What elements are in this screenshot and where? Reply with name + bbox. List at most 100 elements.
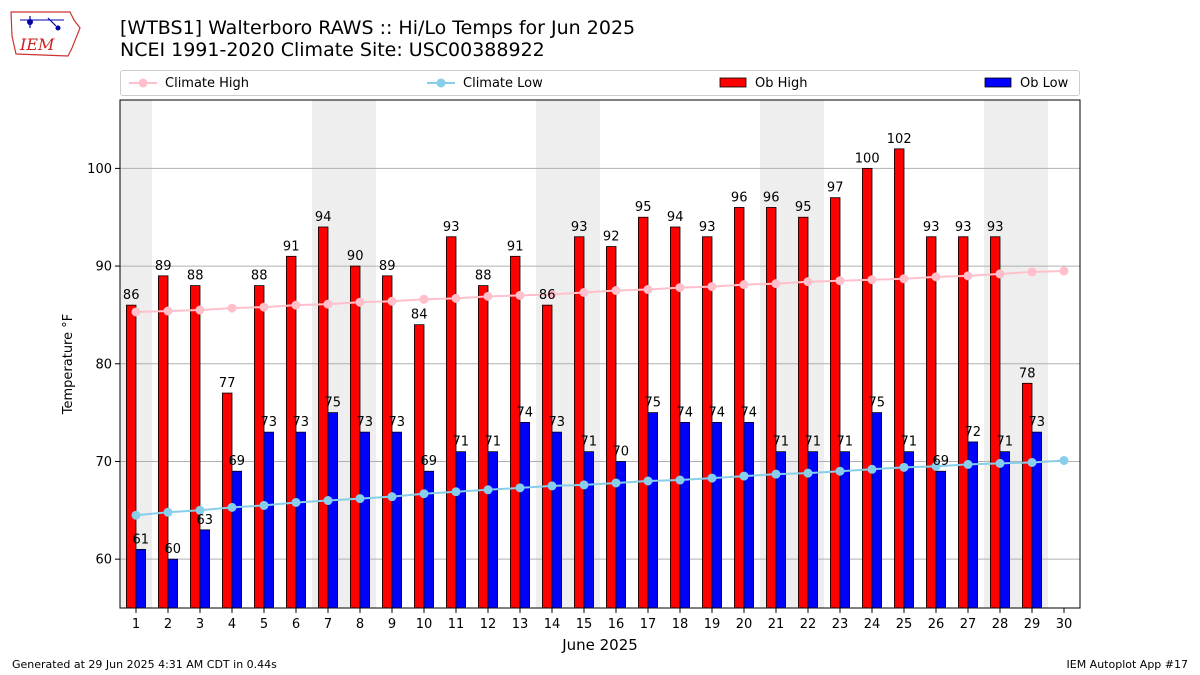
ob-high-label: 93 <box>571 220 588 235</box>
climate-high-point <box>419 294 429 304</box>
ob-high-bar <box>221 392 233 609</box>
climate-low-point <box>419 489 429 499</box>
climate-high-point <box>451 293 461 303</box>
ob-high-label: 86 <box>123 288 140 303</box>
ob-high-bar <box>862 167 873 609</box>
ob-low-label: 74 <box>517 405 534 420</box>
ob-low-bar <box>935 470 947 609</box>
ob-low-bar <box>295 431 307 609</box>
x-tick-label: 20 <box>736 617 753 632</box>
x-tick-label: 25 <box>896 617 913 632</box>
climate-low-point <box>483 485 493 495</box>
ob-low-bar <box>999 451 1011 609</box>
bar-value-labels: 86 61 89 60 88 63 77 69 88 73 91 73 94 75 90 73 89 73 84 69… <box>123 132 1045 557</box>
x-tick-label: 19 <box>704 617 721 632</box>
climate-high-point <box>739 280 749 290</box>
ob-high-label: 93 <box>923 220 940 235</box>
ob-low-label: 73 <box>357 415 374 430</box>
x-tick-label: 29 <box>1024 617 1041 632</box>
x-tick-label: 26 <box>928 617 945 632</box>
legend-label-ob-low: Ob Low <box>1020 75 1069 91</box>
ob-high-label: 78 <box>1019 366 1036 381</box>
x-tick-label: 27 <box>960 617 977 632</box>
x-tick-label: 5 <box>260 617 268 632</box>
ob-high-bar <box>381 275 393 609</box>
climate-high-point <box>899 274 909 284</box>
ob-high-label: 94 <box>315 210 332 225</box>
x-tick-label: 18 <box>672 617 689 632</box>
x-tick-label: 4 <box>228 617 236 632</box>
y-tick-label: 70 <box>95 455 112 470</box>
plot-frame <box>119 99 1081 609</box>
climate-high-line <box>135 269 1065 313</box>
climate-high-point <box>195 305 205 315</box>
ob-low-swatch-icon <box>984 77 1012 88</box>
climate-high-point <box>1027 267 1037 277</box>
ob-low-bar <box>391 431 403 609</box>
y-tick-label: 90 <box>95 260 112 275</box>
climate-low-marker-icon <box>427 78 455 88</box>
climate-low-point <box>963 459 973 469</box>
ob-high-label: 93 <box>987 220 1004 235</box>
ob-high-label: 100 <box>855 151 880 166</box>
climate-high-point <box>483 291 493 301</box>
ob-high-bar <box>509 255 521 609</box>
climate-low-point <box>771 469 781 479</box>
ob-high-bar <box>189 285 201 609</box>
climate-high-point <box>611 286 621 295</box>
bars <box>126 148 1043 609</box>
ob-low-label: 74 <box>677 405 694 420</box>
ob-high-label: 95 <box>635 200 652 215</box>
ob-low-label: 73 <box>549 415 566 430</box>
ob-high-label: 88 <box>187 269 204 284</box>
ob-low-bar <box>583 451 595 609</box>
climate-low-point <box>227 502 237 512</box>
ob-low-label: 60 <box>165 542 182 557</box>
ob-high-label: 89 <box>155 259 172 274</box>
ob-high-bar <box>798 216 809 609</box>
climate-high-point <box>323 299 333 309</box>
climate-high-point <box>547 289 557 299</box>
ob-low-bar <box>327 412 339 609</box>
climate-high-point <box>227 303 237 313</box>
ob-low-bar <box>519 421 531 609</box>
x-tick-label: 10 <box>416 617 433 632</box>
footer-generated: Generated at 29 Jun 2025 4:31 AM CDT in … <box>12 658 277 671</box>
x-tick-label: 6 <box>292 617 300 632</box>
ob-low-bar <box>647 412 659 609</box>
climate-low-point <box>739 471 749 481</box>
ob-low-label: 75 <box>325 396 342 411</box>
ob-low-bar <box>871 412 883 609</box>
y-tick-label: 100 <box>87 162 112 177</box>
climate-high-point <box>963 271 973 281</box>
grid-lines <box>120 167 1080 560</box>
ob-low-label: 75 <box>645 396 662 411</box>
ob-low-label: 74 <box>709 405 726 420</box>
legend-item-climate-low: Climate Low <box>427 71 543 95</box>
x-tick-label: 15 <box>576 617 593 632</box>
ob-low-bar <box>135 548 147 609</box>
ob-high-label: 88 <box>251 269 268 284</box>
y-axis-label: Temperature °F <box>61 314 76 415</box>
legend-item-ob-high: Ob High <box>719 71 808 95</box>
ob-high-label: 92 <box>603 230 620 245</box>
climate-high-point <box>867 275 877 285</box>
ob-low-bar <box>359 431 371 609</box>
ob-low-label: 72 <box>965 425 982 440</box>
climate-high-point <box>931 272 941 282</box>
climate-low-point <box>387 492 397 502</box>
ob-high-label: 89 <box>379 259 396 274</box>
ob-low-label: 69 <box>421 454 438 469</box>
ob-low-bar <box>263 431 275 609</box>
ob-high-label: 90 <box>347 249 364 264</box>
climate-high-point <box>1059 266 1069 276</box>
ob-high-label: 97 <box>827 181 844 196</box>
legend-label-climate-high: Climate High <box>165 75 250 91</box>
ob-low-label: 71 <box>453 435 470 450</box>
climate-high-point <box>163 306 173 316</box>
ob-high-bar <box>317 226 329 609</box>
climate-low-point <box>675 475 685 485</box>
ob-low-bar <box>455 451 467 609</box>
ob-low-label: 71 <box>581 435 598 450</box>
climate-low-point <box>195 505 205 515</box>
